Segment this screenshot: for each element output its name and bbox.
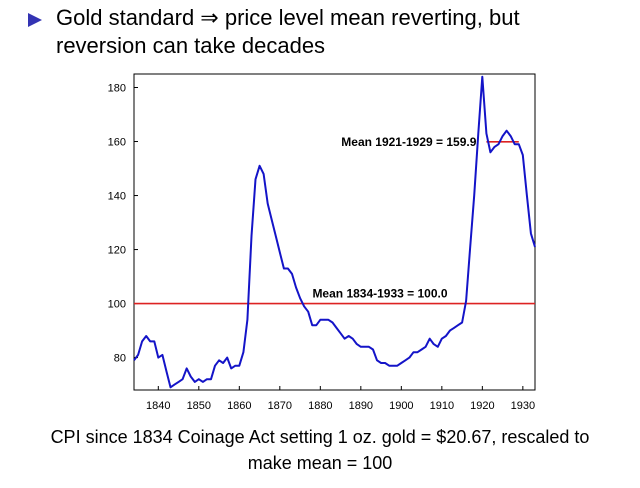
y-tick-label: 100	[108, 299, 126, 311]
x-tick-label: 1930	[511, 400, 535, 412]
x-tick-label: 1910	[430, 400, 454, 412]
x-tick-label: 1860	[227, 400, 251, 412]
cpi-line-chart: 1840 1850 1860 1870 1880 1890 1900 1910 1920 1930…	[108, 73, 536, 412]
caption-line-1: CPI since 1834 Coinage Act setting 1 oz.…	[50, 427, 590, 447]
plot-frame	[133, 73, 536, 391]
cpi-series-line	[133, 75, 536, 389]
x-tick-label: 1840	[146, 400, 170, 412]
y-tick-label: 120	[108, 245, 126, 257]
bullet-line-1: Gold standard ⇒ price level mean reverti…	[56, 5, 520, 30]
bullet-text: Gold standard ⇒ price level mean reverti…	[56, 4, 520, 60]
chart-caption: CPI since 1834 Coinage Act setting 1 oz.…	[0, 424, 640, 476]
y-tick-label: 140	[108, 191, 126, 203]
x-tick-label: 1920	[470, 400, 494, 412]
mean-line-label: Mean 1834-1933 = 100.0	[312, 287, 447, 301]
x-tick-label: 1890	[349, 400, 373, 412]
triangle-bullet-icon	[28, 13, 42, 27]
y-tick-label: 180	[108, 83, 126, 95]
y-tick-label: 160	[108, 137, 126, 149]
y-tick-label: 80	[114, 353, 126, 365]
x-tick-label: 1870	[268, 400, 292, 412]
bullet-line-2: reversion can take decades	[56, 33, 326, 58]
x-tick-label: 1880	[308, 400, 332, 412]
bullet-point: Gold standard ⇒ price level mean reverti…	[28, 4, 628, 60]
mean-line-label: Mean 1921-1929 = 159.9	[341, 135, 476, 149]
x-tick-label: 1900	[389, 400, 413, 412]
x-tick-label: 1850	[187, 400, 211, 412]
caption-line-2: make mean = 100	[247, 453, 393, 473]
